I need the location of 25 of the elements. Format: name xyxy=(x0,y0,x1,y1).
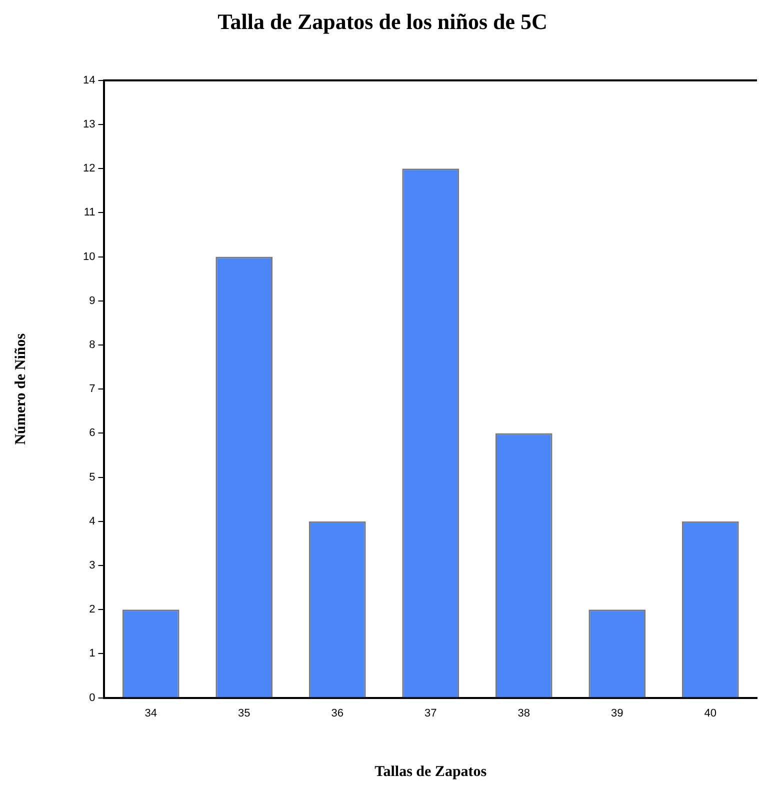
x-tick-label: 35 xyxy=(238,707,250,720)
y-tick-label: 3 xyxy=(89,560,96,572)
y-tick-label: 1 xyxy=(89,648,96,660)
x-tick-label: 37 xyxy=(424,707,437,720)
y-tick-label: 6 xyxy=(89,427,96,440)
y-tick-label: 9 xyxy=(89,294,96,307)
y-tick-label: 14 xyxy=(82,74,96,86)
y-tick-label: 2 xyxy=(89,604,96,616)
x-tick-label: 34 xyxy=(144,707,157,720)
y-tick-label: 7 xyxy=(89,383,96,396)
x-axis-title: Tallas de Zapatos xyxy=(374,764,487,780)
x-tick-label: 39 xyxy=(610,707,624,720)
x-tick-label: 40 xyxy=(704,707,716,720)
y-tick-label: 5 xyxy=(89,471,96,484)
y-axis-title: Número de Niños xyxy=(12,333,29,445)
y-tick-label: 4 xyxy=(89,515,96,528)
y-tick-label: 8 xyxy=(89,339,96,352)
chart-title: Talla de Zapatos de los niños de 5C xyxy=(218,8,548,34)
x-tick-label: 36 xyxy=(331,707,344,720)
y-tick-label: 12 xyxy=(82,162,96,175)
x-tick-label: 38 xyxy=(518,707,530,720)
y-tick-label: 11 xyxy=(84,206,96,219)
y-tick-label: 0 xyxy=(89,692,96,704)
y-tick-label: 13 xyxy=(82,118,96,131)
y-tick-label: 10 xyxy=(82,250,96,263)
